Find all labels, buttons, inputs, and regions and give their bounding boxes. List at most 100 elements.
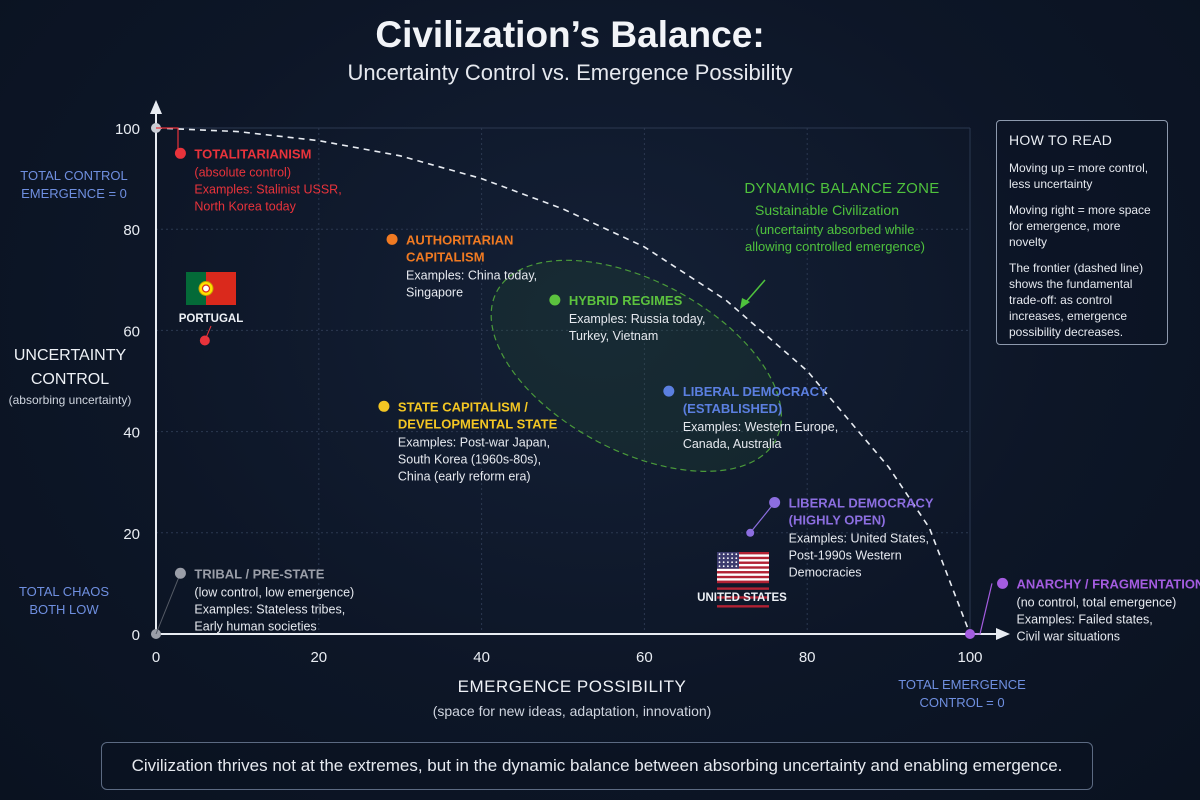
us-flag-star	[722, 557, 725, 560]
point-detail: Singapore	[406, 285, 463, 299]
leader-line	[749, 502, 776, 534]
conclusion-banner: Civilization thrives not at the extremes…	[101, 742, 1093, 790]
data-point	[386, 233, 398, 245]
country-marker	[199, 335, 210, 346]
us-flag-stripe	[717, 556, 769, 560]
point-detail: China (early reform era)	[398, 469, 531, 483]
point-title: HYBRID REGIMES	[569, 293, 683, 308]
point-detail: Examples: China today,	[406, 268, 537, 282]
y-tick-label: 100	[115, 121, 140, 138]
how-to-read-line: Moving right = more space for emergence,…	[1009, 203, 1151, 249]
how-to-read-title: HOW TO READ	[1009, 132, 1113, 148]
point-title: STATE CAPITALISM /	[398, 399, 528, 414]
point-title: (HIGHLY OPEN)	[789, 512, 886, 527]
us-flag-star	[718, 565, 721, 568]
point-detail: Examples: Post-war Japan,	[398, 435, 550, 449]
point-detail: Post-1990s Western	[789, 548, 902, 562]
country-label: PORTUGAL	[179, 313, 244, 325]
page-title: Civilization’s Balance:	[375, 14, 765, 55]
y-axis-title: UNCERTAINTY	[14, 347, 127, 364]
us-flag-stripe	[717, 605, 769, 608]
x-axis-subtitle: (space for new ideas, adaptation, innova…	[433, 703, 712, 719]
corner-label: CONTROL = 0	[919, 695, 1004, 710]
corner-label: TOTAL EMERGENCE	[898, 677, 1026, 692]
leader-line	[970, 583, 993, 635]
us-flag-stripe	[717, 566, 769, 569]
portugal-flag-green	[186, 272, 206, 305]
zone-arrow-head	[740, 298, 750, 309]
us-flag-canton	[717, 552, 739, 569]
y-tick-label: 0	[132, 627, 140, 644]
point-detail: Examples: Western Europe,	[683, 420, 838, 434]
point-title: DEVELOPMENTAL STATE	[398, 416, 558, 431]
us-flag-stripe	[717, 563, 769, 567]
point-detail: Democracies	[789, 565, 862, 579]
point-title: ANARCHY / FRAGMENTATION	[1017, 576, 1200, 591]
us-flag-stripe	[717, 559, 769, 562]
point-detail: (absolute control)	[194, 165, 291, 179]
leader-line	[155, 573, 181, 635]
data-point	[549, 294, 561, 306]
point-detail: Examples: Russia today,	[569, 312, 706, 326]
us-flag-stripe	[717, 568, 769, 572]
point-title: TOTALITARIANISM	[194, 146, 311, 161]
us-flag-star	[722, 561, 725, 564]
us-flag-star	[722, 553, 725, 556]
corner-label: BOTH LOW	[29, 602, 99, 617]
portugal-flag-shield	[201, 284, 211, 293]
conclusion-text: Civilization thrives not at the extremes…	[131, 756, 1063, 775]
us-flag-star	[735, 557, 738, 560]
data-point	[174, 567, 186, 579]
x-tick-label: 40	[473, 649, 490, 666]
us-flag-star	[731, 561, 733, 564]
frontier-line	[155, 127, 971, 635]
point-detail: Examples: Stalinist USSR,	[194, 182, 341, 196]
us-flag-stripe	[717, 587, 769, 590]
point-detail: Canada, Australia	[683, 437, 782, 451]
x-axis-arrow	[996, 628, 1010, 640]
us-flag-star	[731, 557, 733, 560]
us-flag-star	[727, 565, 729, 568]
leader-line	[156, 127, 179, 154]
zone-arrow	[744, 279, 766, 304]
point-detail: (low control, low emergence)	[194, 585, 354, 599]
x-tick-label: 100	[957, 649, 982, 666]
point-title: (ESTABLISHED)	[683, 401, 782, 416]
x-axis-title: EMERGENCE POSSIBILITY	[458, 677, 687, 696]
us-flag-star	[718, 553, 721, 556]
us-flag-stripe	[717, 571, 769, 574]
balance-zone-ellipse	[490, 259, 782, 472]
connector-node	[746, 528, 755, 537]
point-title: TRIBAL / PRE-STATE	[194, 566, 324, 581]
us-flag-stripe	[717, 573, 769, 577]
x-tick-label: 0	[152, 649, 160, 666]
zone-subtitle: Sustainable Civilization	[755, 202, 899, 218]
corner-label: TOTAL CHAOS	[19, 584, 109, 599]
x-tick-label: 60	[636, 649, 653, 666]
us-flag-star	[727, 561, 729, 564]
data-point	[663, 385, 675, 397]
data-point	[378, 400, 390, 412]
us-flag-star	[722, 565, 725, 568]
y-tick-label: 80	[123, 222, 140, 239]
point-detail: Examples: Stateless tribes,	[194, 602, 345, 616]
us-flag-star	[718, 561, 721, 564]
how-to-read-line: The frontier (dashed line) shows the fun…	[1009, 261, 1144, 339]
country-label: UNITED STATES	[697, 592, 787, 604]
us-flag-stripe	[717, 561, 769, 565]
how-to-read-box: HOW TO READ Moving up = more control, le…	[996, 120, 1168, 345]
point-detail: South Korea (1960s-80s),	[398, 452, 541, 466]
corner-label: EMERGENCE = 0	[21, 186, 127, 201]
us-flag-stripe	[717, 578, 769, 581]
y-axis-title: CONTROL	[31, 371, 109, 388]
zone-title: DYNAMIC BALANCE ZONE	[744, 180, 939, 197]
us-flag-star	[731, 565, 733, 568]
point-detail: (no control, total emergence)	[1017, 595, 1177, 609]
how-to-read-line: Moving up = more control, less uncertain…	[1009, 161, 1149, 191]
us-flag-star	[727, 557, 729, 560]
zone-note: allowing controlled emergence)	[745, 239, 925, 254]
us-flag-star	[731, 553, 733, 556]
y-tick-label: 20	[123, 526, 140, 543]
point-detail: Turkey, Vietnam	[569, 329, 658, 343]
us-flag-stripe	[717, 575, 769, 579]
